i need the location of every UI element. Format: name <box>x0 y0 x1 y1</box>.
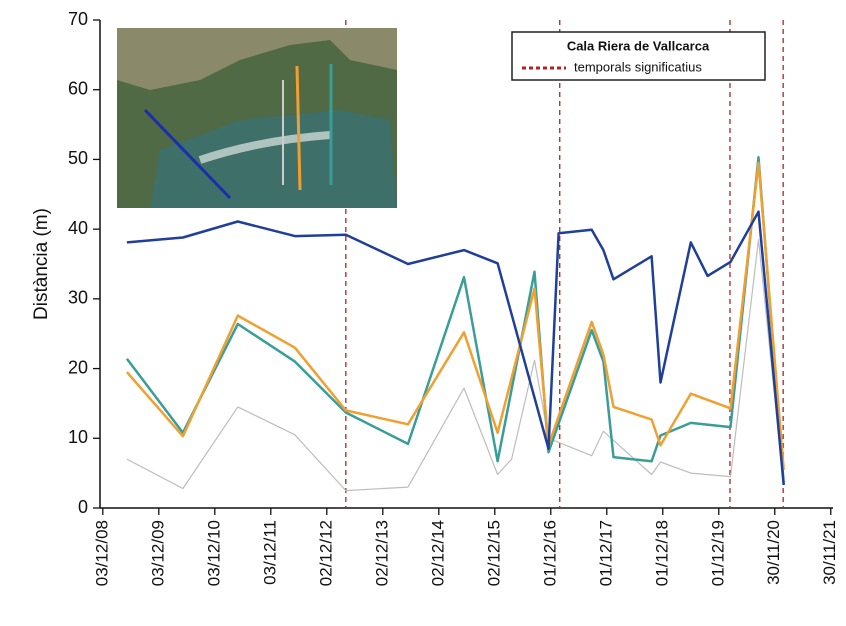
x-tick-label: 03/12/11 <box>260 520 279 585</box>
series-line <box>125 156 785 484</box>
x-tick-label: 01/12/16 <box>540 520 559 586</box>
x-tick-label: 02/12/15 <box>484 520 503 586</box>
x-tick-label: 30/11/21 <box>820 520 839 585</box>
x-tick-label: 01/12/17 <box>596 520 615 586</box>
legend-label: temporals significatius <box>574 59 702 74</box>
x-tick-label: 03/12/09 <box>148 520 167 586</box>
y-tick-label: 10 <box>68 427 88 447</box>
y-tick-label: 60 <box>68 78 88 98</box>
y-axis-label: Distància (m) <box>31 208 52 320</box>
legend: Cala Riera de Vallcarca temporals signif… <box>511 31 766 81</box>
legend-title: Cala Riera de Vallcarca <box>567 38 710 53</box>
y-tick-label: 30 <box>68 288 88 308</box>
x-tick-label: 02/12/13 <box>372 520 391 586</box>
y-tick-label: 50 <box>68 148 88 168</box>
x-tick-label: 02/12/14 <box>428 520 447 586</box>
x-tick-label: 30/11/20 <box>764 520 783 585</box>
x-tick-label: 01/12/19 <box>708 520 727 586</box>
y-tick-label: 0 <box>78 497 88 517</box>
x-tick-label: 01/12/18 <box>652 520 671 586</box>
inset-photo <box>117 28 397 208</box>
y-tick-label: 20 <box>68 357 88 377</box>
y-tick-label: 40 <box>68 218 88 238</box>
y-tick-label: 70 <box>68 9 88 29</box>
x-tick-label: 03/12/10 <box>204 520 223 586</box>
series-line <box>126 239 785 492</box>
x-tick-label: 03/12/08 <box>92 520 111 586</box>
series-line <box>126 210 785 486</box>
series-line <box>125 161 785 470</box>
x-tick-label: 02/12/12 <box>316 520 335 586</box>
